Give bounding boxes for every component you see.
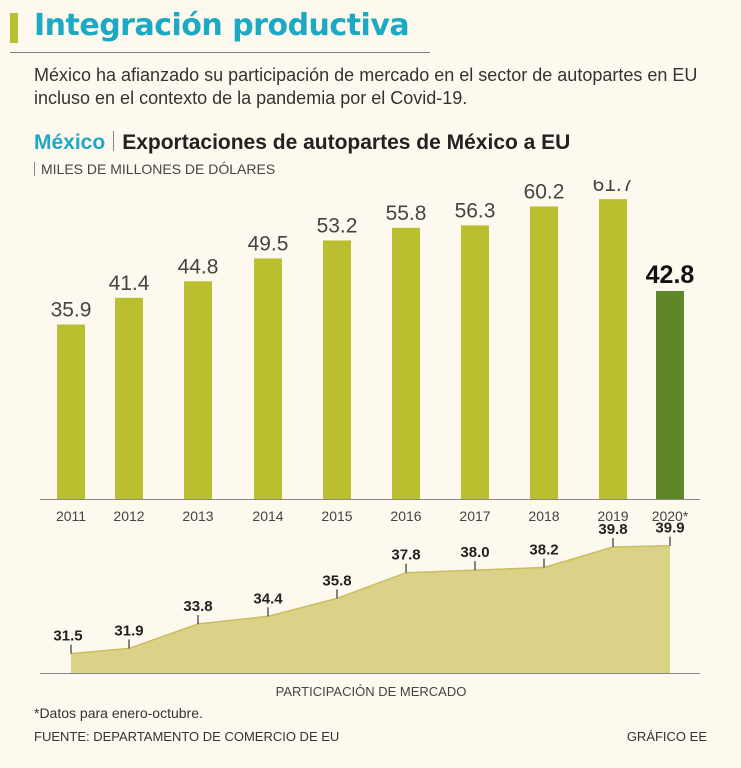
market-share-area <box>71 545 670 673</box>
market-share-value-label: 34.4 <box>253 590 283 607</box>
title-divider <box>10 52 430 53</box>
bar-value-label: 44.8 <box>178 255 219 278</box>
footnote: *Datos para enero-octubre. <box>34 705 203 721</box>
page-subtitle: México ha afianzado su participación de … <box>34 65 698 108</box>
chart-title: Exportaciones de autopartes de México a … <box>122 131 571 154</box>
bar-value-label: 35.9 <box>51 299 92 322</box>
market-share-value-label: 39.9 <box>655 520 684 537</box>
x-tick-label: 2017 <box>459 508 490 524</box>
market-share-title: PARTICIPACIÓN DE MERCADO <box>276 684 467 699</box>
x-tick-label: 2016 <box>390 508 421 524</box>
bar-2016 <box>392 227 420 499</box>
bar-value-label: 61.7 <box>593 180 634 196</box>
title-accent-bar <box>10 13 18 43</box>
bar-2011 <box>57 324 85 499</box>
chart-area: 35.9 2011 41.4 2012 44.8 2013 49.5 2014 53.2 2015… <box>40 180 700 699</box>
bar-2012 <box>115 297 143 499</box>
bar-value-label: 55.8 <box>386 202 427 225</box>
x-tick-label: 2020* <box>652 508 689 524</box>
bar-2014 <box>254 258 282 499</box>
bar-2013 <box>184 281 212 499</box>
bar-2018 <box>530 206 558 500</box>
bar-chart: 35.9 2011 41.4 2012 44.8 2013 49.5 2014 53.2 2015… <box>51 180 695 524</box>
x-tick-label: 2012 <box>113 508 144 524</box>
bar-2017 <box>461 225 489 499</box>
market-share-value-label: 31.9 <box>114 622 143 639</box>
x-tick-label: 2015 <box>321 508 352 524</box>
x-tick-label: 2013 <box>182 508 213 524</box>
bar-value-label: 56.3 <box>455 199 496 222</box>
x-tick-label: 2014 <box>252 508 283 524</box>
bar-2015 <box>323 240 351 499</box>
units-label: MILES DE MILLONES DE DÓLARES <box>41 161 276 177</box>
chart-country: México <box>34 131 106 154</box>
market-share-value-label: 35.8 <box>322 572 351 589</box>
units-separator <box>34 162 35 176</box>
source-note: FUENTE: DEPARTAMENTO DE COMERCIO DE EU <box>34 729 340 744</box>
market-share-value-label: 38.0 <box>460 544 489 561</box>
chart-units: MILES DE MILLONES DE DÓLARES <box>34 161 275 177</box>
bar-value-label: 53.2 <box>317 214 358 237</box>
x-tick-label: 2011 <box>56 508 86 524</box>
x-tick-label: 2019 <box>597 508 628 524</box>
market-share-value-label: 39.8 <box>598 521 627 538</box>
credit-note: GRÁFICO EE <box>626 729 707 744</box>
header-separator <box>113 131 115 151</box>
bar-value-label: 41.4 <box>109 272 150 295</box>
page-title: Integración productiva <box>34 8 410 43</box>
market-share-value-label: 37.8 <box>391 547 420 564</box>
bar-value-label: 42.8 <box>646 261 695 289</box>
market-share-value-label: 38.2 <box>529 542 558 559</box>
bar-2020 <box>656 290 684 499</box>
bar-value-label: 60.2 <box>524 180 565 203</box>
market-share-value-label: 33.8 <box>183 598 212 615</box>
chart-header: México Exportaciones de autopartes de Méx… <box>34 131 570 155</box>
bar-value-label: 49.5 <box>248 232 289 255</box>
market-share-chart: 31.5 31.9 33.8 34.4 35.8 37.8 38.0 38.2 39.8 39.9 <box>40 520 700 674</box>
bar-2019 <box>599 199 627 499</box>
market-share-value-label: 31.5 <box>53 628 82 645</box>
market-share-line <box>70 544 671 655</box>
x-tick-label: 2018 <box>528 508 559 524</box>
